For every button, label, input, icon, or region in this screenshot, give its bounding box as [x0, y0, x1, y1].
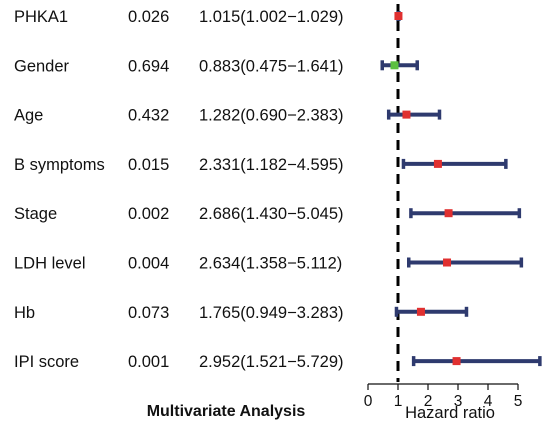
row-p-value: 0.432	[128, 107, 169, 125]
row-label: LDH level	[14, 255, 86, 273]
x-tick-label: 1	[394, 393, 403, 410]
row-label: B symptoms	[14, 156, 105, 174]
row-hr-ci: 2.331(1.182−4.595)	[199, 156, 344, 174]
chart-title: Multivariate Analysis	[147, 403, 306, 420]
x-axis-title: Hazard ratio	[405, 404, 495, 422]
x-axis: 0 1 2 3 4 5	[364, 383, 523, 410]
row-hr-ci: 2.634(1.358−5.112)	[199, 255, 342, 273]
row-p-value: 0.694	[128, 57, 169, 75]
hr-marker	[394, 12, 403, 20]
table-row: Stage 0.002 2.686(1.430−5.045)	[14, 205, 344, 223]
x-tick-label: 5	[514, 393, 523, 410]
hr-marker	[443, 258, 452, 267]
row-label: Stage	[14, 205, 57, 223]
hr-marker	[452, 357, 461, 366]
row-label: IPI score	[14, 353, 79, 371]
plot-area	[380, 4, 542, 382]
row-label: Hb	[14, 304, 35, 322]
table-row: Gender 0.694 0.883(0.475−1.641)	[14, 57, 344, 75]
table-row: Age 0.432 1.282(0.690−2.383)	[14, 107, 344, 125]
row-label: Gender	[14, 57, 70, 75]
row-hr-ci: 1.015(1.002−1.029)	[199, 8, 344, 26]
row-p-value: 0.001	[128, 353, 169, 371]
row-label: PHKA1	[14, 8, 68, 26]
row-p-value: 0.015	[128, 156, 169, 174]
table-row: PHKA1 0.026 1.015(1.002−1.029)	[14, 8, 344, 26]
table-row: IPI score 0.001 2.952(1.521−5.729)	[14, 353, 344, 371]
table-row: B symptoms 0.015 2.331(1.182−4.595)	[14, 156, 344, 174]
row-p-value: 0.004	[128, 255, 169, 273]
rows-layer: PHKA1 0.026 1.015(1.002−1.029) Gender 0.694 0…	[14, 8, 344, 371]
x-tick-label: 3	[454, 393, 463, 410]
x-tick-label: 4	[484, 393, 493, 410]
row-p-value: 0.026	[128, 8, 169, 26]
hr-marker	[402, 110, 411, 119]
row-hr-ci: 0.883(0.475−1.641)	[199, 57, 344, 75]
row-hr-ci: 2.686(1.430−5.045)	[199, 205, 344, 223]
row-p-value: 0.002	[128, 205, 169, 223]
row-label: Age	[14, 107, 43, 125]
row-hr-ci: 1.282(0.690−2.383)	[199, 107, 344, 125]
hr-marker	[390, 61, 399, 70]
x-tick-label: 2	[424, 393, 433, 410]
row-hr-ci: 1.765(0.949−3.283)	[199, 304, 344, 322]
x-tick-label: 0	[364, 393, 373, 410]
row-p-value: 0.073	[128, 304, 169, 322]
row-hr-ci: 2.952(1.521−5.729)	[199, 353, 344, 371]
table-row: LDH level 0.004 2.634(1.358−5.112)	[14, 255, 342, 273]
hr-marker	[433, 159, 442, 168]
hr-marker	[416, 307, 425, 316]
table-row: Hb 0.073 1.765(0.949−3.283)	[14, 304, 344, 322]
hr-marker	[444, 209, 453, 218]
